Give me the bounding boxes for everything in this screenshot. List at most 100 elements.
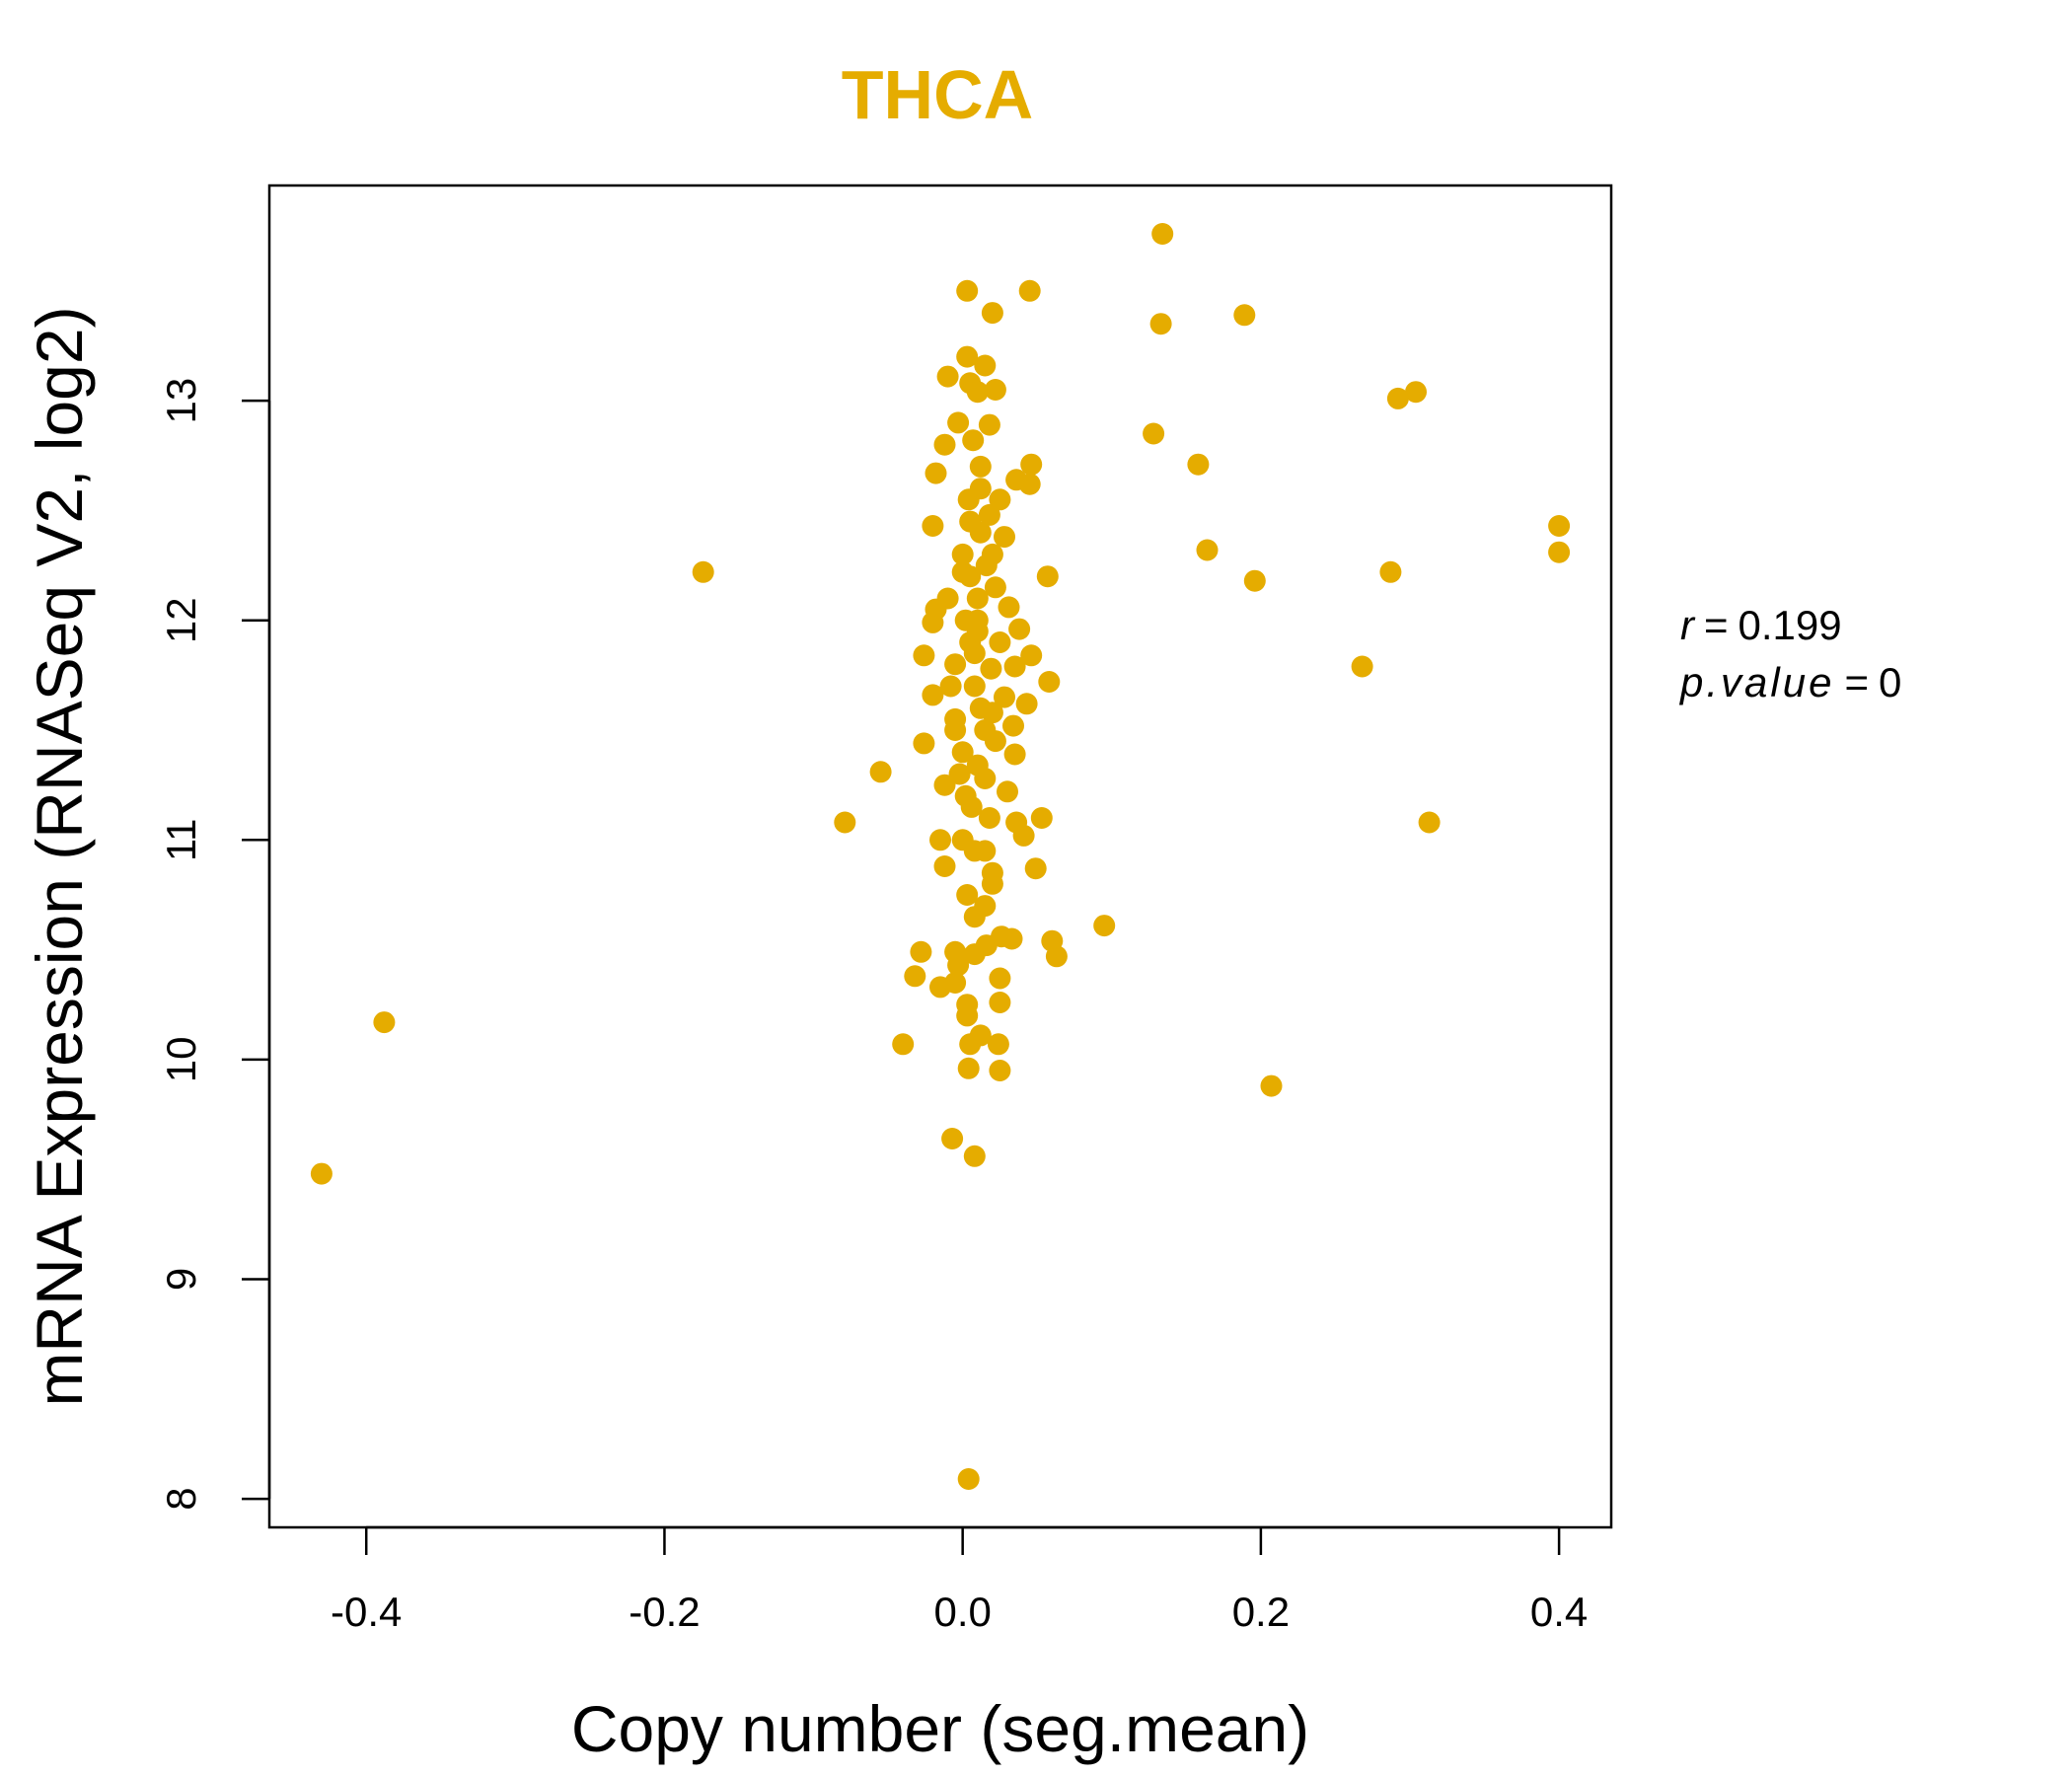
data-point [957, 488, 980, 511]
data-point [956, 345, 979, 368]
data-point [310, 1162, 333, 1185]
data-point [1036, 565, 1059, 588]
x-axis-title: Copy number (seg.mean) [571, 1692, 1309, 1765]
data-point [892, 1033, 915, 1056]
data-point [1005, 469, 1028, 491]
data-point [1548, 541, 1571, 563]
data-point [994, 686, 1015, 708]
data-point [1187, 453, 1210, 476]
x-tick-label: 0.4 [1530, 1589, 1588, 1635]
data-point [957, 1057, 980, 1079]
data-point [1386, 387, 1409, 409]
data-point [1260, 1074, 1283, 1097]
x-axis: -0.4 -0.2 0.0 0.2 0.4 [331, 1525, 1588, 1635]
y-tick-label: 13 [158, 378, 204, 424]
data-point [1030, 807, 1053, 829]
p-symbol: p.value [1678, 659, 1834, 705]
data-point [997, 780, 1018, 803]
data-point [974, 354, 997, 377]
stats-annotation: r = 0.199 p.value = 0 [1678, 602, 1901, 705]
data-point [1045, 945, 1068, 968]
data-point [966, 587, 989, 610]
y-axis-title: mRNA Expression (RNASeq V2, log2) [23, 306, 96, 1406]
data-point [978, 807, 1000, 829]
data-point [1038, 671, 1061, 693]
data-point [933, 433, 956, 456]
data-point [941, 1128, 964, 1149]
data-point [984, 379, 1006, 401]
data-point [929, 829, 951, 851]
y-tick-label: 8 [158, 1487, 204, 1510]
data-point [980, 657, 1002, 680]
data-point [944, 653, 967, 676]
y-tick-label: 12 [158, 597, 204, 643]
data-point [969, 521, 992, 544]
data-point [978, 413, 1000, 436]
data-point [987, 1033, 1009, 1056]
data-point [1196, 539, 1219, 561]
data-point [963, 943, 986, 966]
data-point [939, 675, 962, 698]
data-point [989, 992, 1011, 1013]
data-point [951, 829, 974, 851]
y-tick-label: 9 [158, 1268, 204, 1291]
data-point [1093, 915, 1116, 937]
data-point [925, 462, 947, 484]
data-point [959, 1033, 982, 1056]
data-point [969, 697, 992, 719]
data-point [951, 741, 974, 764]
data-point [1351, 655, 1373, 678]
data-point [1000, 927, 1023, 950]
r-statistic: r = 0.199 [1680, 602, 1842, 648]
data-point [974, 768, 997, 789]
data-point [984, 730, 1006, 753]
p-statistic: p.value = 0 [1678, 659, 1901, 705]
data-point [913, 732, 935, 755]
data-point [834, 811, 856, 834]
data-point [956, 1004, 979, 1027]
data-point [1018, 279, 1041, 302]
data-point [974, 840, 997, 862]
x-tick-label: -0.2 [629, 1589, 700, 1635]
data-point [957, 1468, 980, 1490]
data-point [954, 609, 977, 631]
data-point [948, 763, 971, 785]
chart-title: THCA [842, 56, 1033, 133]
data-point [978, 503, 1000, 526]
data-point [1020, 453, 1043, 476]
data-point [975, 555, 998, 577]
data-point [1149, 313, 1172, 335]
y-tick-label: 11 [158, 819, 204, 862]
data-point [981, 302, 1003, 325]
data-point [869, 761, 892, 783]
data-point [963, 1145, 986, 1167]
data-point [936, 587, 959, 610]
data-point [963, 642, 986, 665]
data-point [1233, 304, 1256, 327]
data-point [922, 515, 944, 537]
data-point [1002, 714, 1024, 737]
data-point [1020, 644, 1043, 667]
data-point [947, 411, 970, 434]
data-point [933, 855, 956, 877]
data-point [1243, 569, 1266, 592]
data-point [936, 365, 959, 388]
data-point [1012, 824, 1035, 847]
data-point [998, 596, 1020, 619]
data-point [1024, 857, 1047, 880]
data-point [960, 795, 983, 818]
data-point [922, 611, 944, 633]
p-value: 0 [1879, 659, 1901, 705]
data-point [1008, 618, 1031, 640]
data-point [913, 644, 935, 667]
data-point [1003, 655, 1026, 678]
data-point [989, 967, 1011, 990]
data-point [1418, 811, 1441, 834]
data-point [962, 429, 985, 452]
data-point [956, 884, 979, 906]
data-point [989, 631, 1011, 653]
data-point [910, 940, 932, 963]
data-point [944, 972, 967, 994]
data-point [1003, 743, 1026, 766]
